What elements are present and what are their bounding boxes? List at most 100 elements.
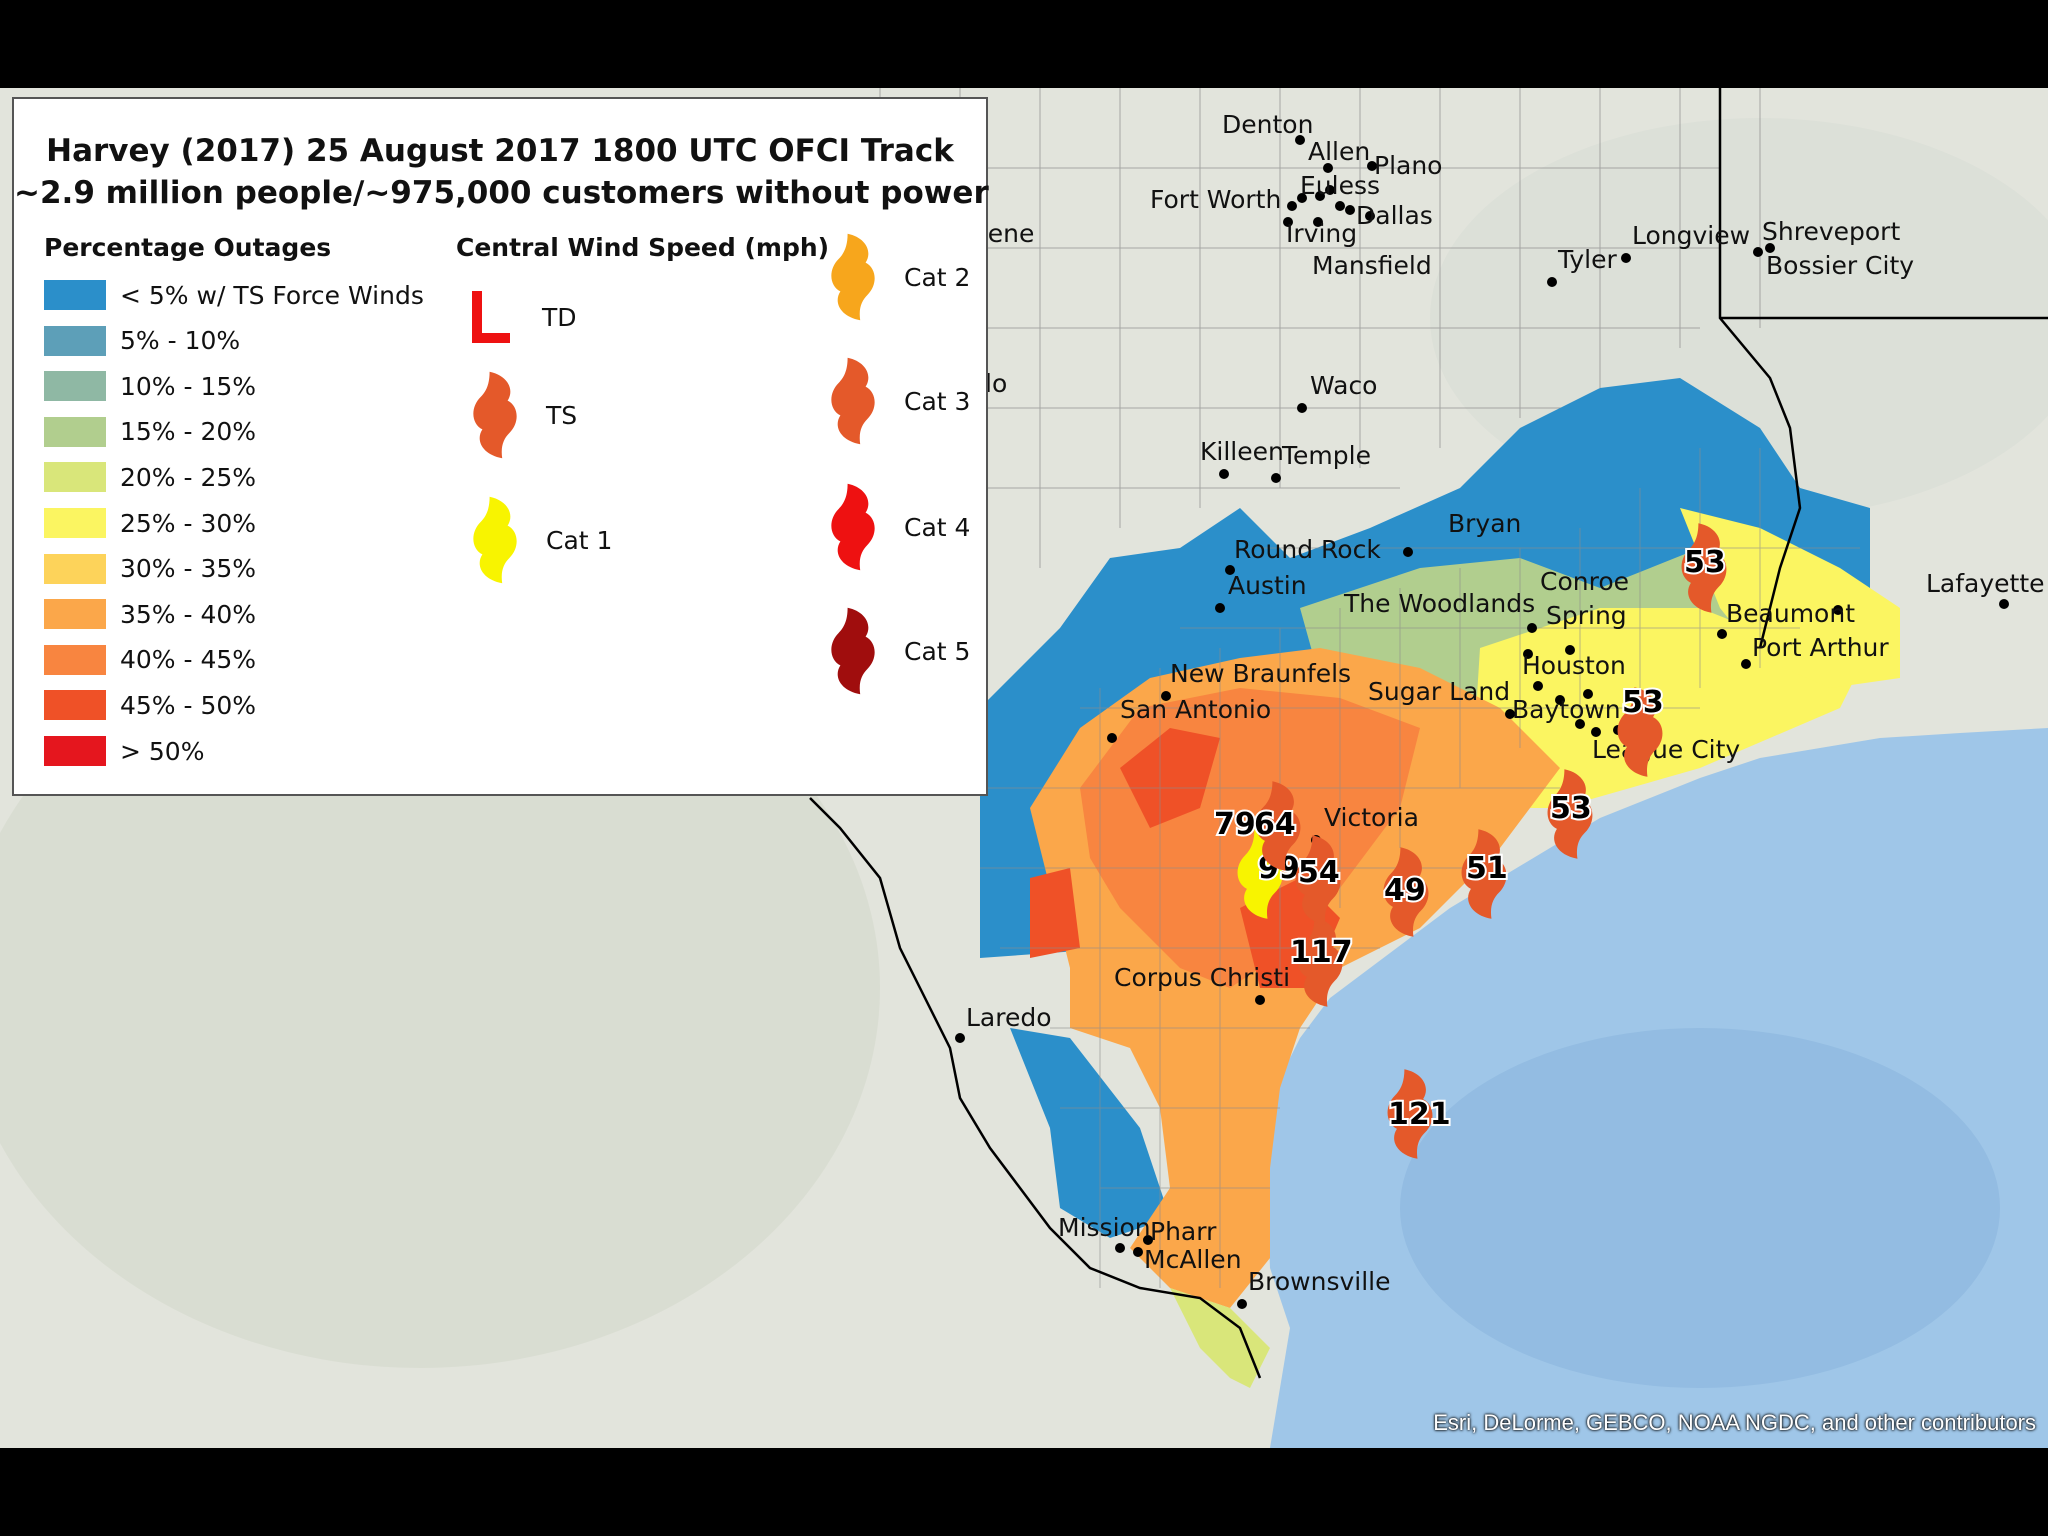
city-label: Houston [1522, 651, 1626, 680]
wind-class-label: Cat 2 [904, 262, 971, 292]
wind-class-cat1: Cat 1 [468, 494, 612, 586]
percent-class-row: 30% - 35% [44, 551, 256, 587]
map-canvas[interactable]: Denton Allen Plano Euless Fort Worth Dal… [0, 88, 2048, 1448]
wind-speed-label: 79 [1214, 807, 1256, 842]
percent-class-label: 5% - 10% [120, 326, 241, 356]
wind-class-label: Cat 3 [904, 386, 971, 416]
city-label: Fort Worth [1150, 185, 1281, 214]
percent-class-label: 35% - 40% [120, 599, 257, 629]
wind-class-label: TD [542, 302, 577, 332]
city-label: Euless [1300, 171, 1380, 200]
percent-class-swatch [44, 553, 106, 584]
percent-class-row: 35% - 40% [44, 596, 256, 632]
percent-class-swatch [44, 280, 106, 310]
city-label: Bossier City [1766, 251, 1914, 280]
wind-class-cat3: Cat 3 [826, 355, 970, 447]
city-labels: Denton Allen Plano Euless Fort Worth Dal… [958, 110, 2045, 1296]
wind-speed-label: 54 [1298, 855, 1340, 890]
city-label: Dallas [1356, 201, 1433, 230]
percent-class-row: 45% - 50% [44, 687, 256, 723]
percent-class-swatch [44, 325, 106, 356]
map-frame[interactable]: Denton Allen Plano Euless Fort Worth Dal… [0, 88, 2048, 1448]
city-label: Pharr [1150, 1217, 1217, 1246]
wind-speed-label: 49 [1384, 873, 1426, 908]
hurricane-icon [831, 357, 875, 445]
city-label: Port Arthur [1752, 633, 1889, 662]
city-label: Denton [1222, 110, 1313, 139]
percent-class-swatch [44, 371, 106, 402]
percent-class-label: 45% - 50% [120, 690, 257, 720]
wind-speed-label: 64 [1254, 807, 1296, 842]
city-label: Spring [1546, 601, 1627, 630]
percent-class-label: > 50% [120, 736, 205, 766]
hurricane-icon [831, 483, 875, 571]
percent-class-row: 10% - 15% [44, 368, 256, 404]
map-title-line-1: Harvey (2017) 25 August 2017 1800 UTC OF… [46, 133, 954, 169]
city-dots [955, 135, 2009, 1309]
terrain-shading [0, 608, 880, 1368]
city-label: Brownsville [1248, 1267, 1391, 1296]
percent-class-row: 15% - 20% [44, 414, 256, 450]
city-label: Sugar Land [1368, 677, 1510, 706]
percent-class-label: 10% - 15% [120, 371, 257, 401]
percent-class-row: 20% - 25% [44, 459, 256, 495]
wind-speed-label: 121 [1388, 1097, 1451, 1132]
percent-class-label: 30% - 35% [120, 554, 257, 584]
wind-class-ts: TS [468, 369, 577, 461]
city-label: Allen [1308, 137, 1370, 166]
outage-region-low-south [1010, 1028, 1170, 1238]
wind-class-label: Cat 1 [546, 525, 613, 555]
wind-speed-label: 117 [1290, 935, 1353, 970]
city-label: Mission [1058, 1213, 1151, 1242]
city-label: Lafayette [1926, 569, 2045, 598]
city-label: League City [1592, 735, 1740, 764]
wind-class-label: Cat 4 [904, 512, 971, 542]
outage-region-rio-grande [1170, 1288, 1270, 1388]
percent-class-swatch [44, 462, 106, 493]
outage-region-45 [1120, 728, 1220, 828]
city-label: Bryan [1448, 509, 1521, 538]
hurricane-icon [473, 496, 517, 584]
city-label: Tyler [1557, 245, 1617, 274]
city-label: The Woodlands [1343, 589, 1535, 618]
city-label: Mansfield [1312, 251, 1432, 280]
city-label: Conroe [1540, 567, 1629, 596]
percent-class-row: 40% - 45% [44, 642, 256, 678]
percent-class-row: 5% - 10% [44, 323, 240, 359]
city-label: Plano [1374, 151, 1442, 180]
city-label: Victoria [1324, 803, 1419, 832]
wind-class-cat5: Cat 5 [826, 605, 970, 697]
city-label: Waco [1310, 371, 1377, 400]
city-label: Baytown [1512, 695, 1621, 724]
td-l-icon [472, 291, 510, 343]
city-label: McAllen [1144, 1245, 1242, 1274]
percent-class-swatch [44, 644, 106, 675]
city-label: Austin [1228, 571, 1307, 600]
percent-class-row: 25% - 30% [44, 505, 256, 541]
state-borders [809, 88, 2048, 1379]
attribution-credit: Esri, DeLorme, GEBCO, NOAA NGDC, and oth… [1433, 1410, 2036, 1435]
city-label: Round Rock [1234, 535, 1381, 564]
percent-outages-heading: Percentage Outages [44, 233, 332, 262]
gulf-deep-basin [1400, 1028, 2000, 1388]
hurricane-icon [831, 233, 875, 321]
percent-class-swatch [44, 416, 106, 447]
legend-panel: Harvey (2017) 25 August 2017 1800 UTC OF… [12, 97, 989, 796]
percent-class-swatch [44, 690, 106, 721]
city-label: Longview [1632, 221, 1750, 250]
outage-region-25-east [1680, 508, 1900, 688]
city-label: lo [985, 369, 1007, 398]
map-title-line-2: ~2.9 million people/~975,000 customers w… [14, 175, 989, 211]
percent-class-label: 25% - 30% [120, 508, 257, 538]
wind-class-td: TD [464, 289, 577, 345]
wind-speed-label: 53 [1550, 791, 1592, 826]
percent-class-swatch [44, 599, 106, 630]
wind-class-cat4: Cat 4 [826, 481, 970, 573]
wind-speed-label: 53 [1622, 685, 1664, 720]
city-label: Laredo [966, 1003, 1052, 1032]
percent-class-label: 20% - 25% [120, 462, 257, 492]
wind-class-label: Cat 5 [904, 636, 971, 666]
city-label: New Braunfels [1170, 659, 1351, 688]
outage-region-45-west [1030, 868, 1080, 958]
hurricane-icon [831, 607, 875, 695]
